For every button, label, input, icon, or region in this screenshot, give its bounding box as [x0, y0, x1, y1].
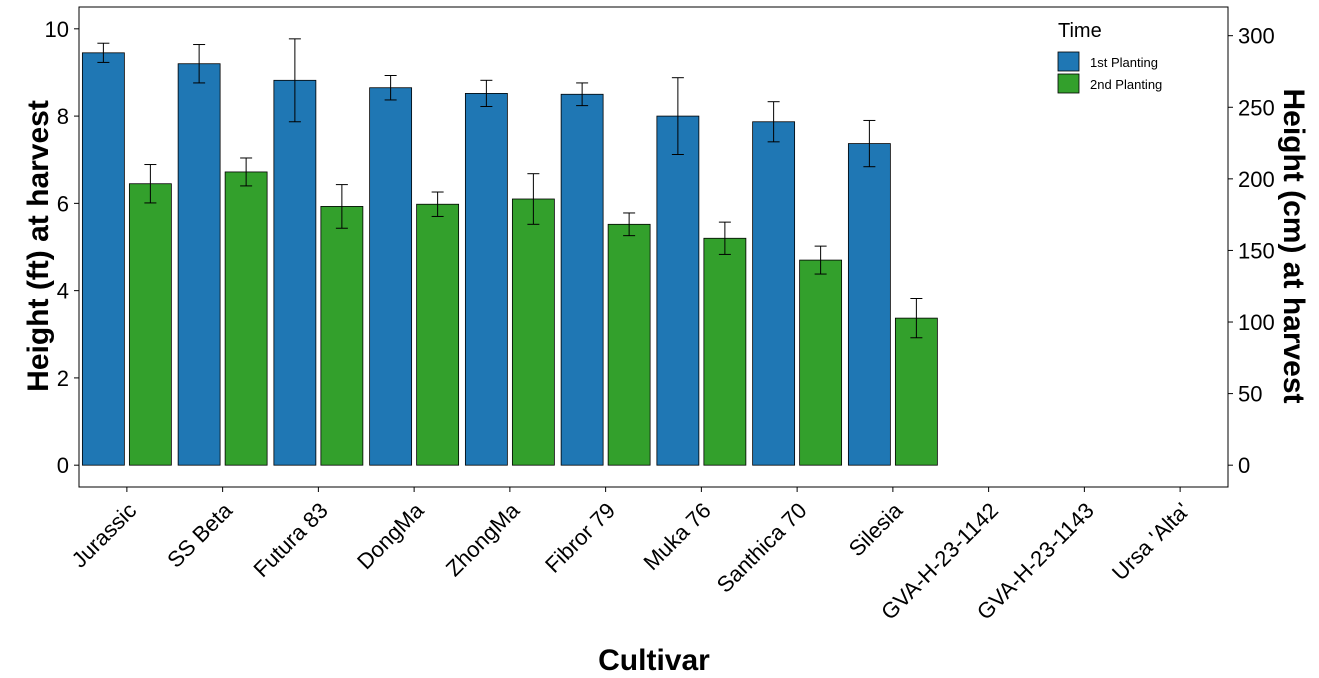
errorbar-jurassic-1st-planting	[97, 42, 110, 63]
bar-santhica-70-2nd-planting	[799, 259, 843, 466]
right-y-tick-label: 150	[1238, 238, 1275, 263]
bar-ss-beta-1st-planting	[177, 63, 221, 466]
right-y-tick-label: 300	[1238, 24, 1275, 49]
bar-fibror-79-2nd-planting	[607, 223, 651, 466]
errorbar-jurassic-2nd-planting	[144, 164, 157, 204]
errorbar-ss-beta-1st-planting	[193, 44, 206, 84]
errorbar-silesia-1st-planting	[863, 119, 876, 168]
x-tick-label-muka-76: Muka 76	[638, 498, 715, 575]
x-tick-label-ss-beta: SS Beta	[162, 497, 237, 572]
x-tick-label-jurassic: Jurassic	[67, 498, 142, 573]
errorbar-dongma-2nd-planting	[431, 191, 444, 217]
bar-muka-76-2nd-planting	[703, 237, 747, 466]
left-y-tick-label: 4	[57, 279, 69, 304]
right-y-tick-label: 200	[1238, 167, 1275, 192]
errorbar-zhongma-1st-planting	[480, 79, 493, 107]
y-axis-title-left: Height (ft) at harvest	[22, 100, 55, 392]
plot-panel	[78, 6, 1229, 488]
bar-silesia-2nd-planting	[894, 317, 938, 466]
errorbar-dongma-1st-planting	[384, 75, 397, 101]
left-y-tick-label: 10	[45, 17, 69, 42]
errorbar-santhica-70-2nd-planting	[814, 245, 827, 275]
errorbar-muka-76-1st-planting	[671, 77, 684, 155]
right-y-axis: 0 50 100 150 200 250 300	[1228, 24, 1275, 478]
right-y-tick-label: 100	[1238, 310, 1275, 335]
x-tick-label-ursa-alta: Ursa 'Alta'	[1107, 498, 1195, 586]
bar-dongma-2nd-planting	[416, 203, 460, 466]
legend-label-2nd-planting: 2nd Planting	[1090, 77, 1162, 92]
bar-zhongma-1st-planting	[464, 93, 508, 466]
x-tick-label-zhongma: ZhongMa	[441, 497, 525, 581]
errorbar-futura-83-1st-planting	[288, 38, 301, 123]
legend-title: Time	[1058, 20, 1102, 42]
x-tick-label-santhica-70: Santhica 70	[712, 498, 812, 598]
legend-swatch-2nd-planting	[1057, 73, 1080, 94]
bar-futura-83-2nd-planting	[320, 206, 364, 466]
legend-swatch-1st-planting	[1057, 51, 1080, 72]
bar-fibror-79-1st-planting	[560, 93, 604, 466]
left-y-tick-label: 8	[57, 104, 69, 129]
bar-muka-76-1st-planting	[656, 115, 700, 466]
bar-zhongma-2nd-planting	[511, 198, 555, 466]
left-y-tick-label: 0	[57, 453, 69, 478]
bar-jurassic-2nd-planting	[128, 183, 172, 466]
right-y-tick-label: 50	[1238, 382, 1262, 407]
bars-layer	[81, 52, 938, 466]
left-y-tick-label: 2	[57, 366, 69, 391]
left-y-tick-label: 6	[57, 191, 69, 216]
x-tick-label-dongma: DongMa	[352, 497, 429, 574]
right-y-tick-label: 250	[1238, 95, 1275, 120]
x-axis-title: Cultivar	[598, 644, 710, 677]
right-y-tick-label: 0	[1238, 453, 1250, 478]
bar-dongma-1st-planting	[369, 87, 413, 466]
left-y-axis: 0 2 4 6 8 10	[45, 17, 79, 478]
bar-ss-beta-2nd-planting	[224, 171, 268, 466]
errorbar-fibror-79-1st-planting	[576, 82, 589, 107]
errorbar-silesia-2nd-planting	[910, 297, 923, 339]
x-tick-label-fibror-79: Fibror 79	[540, 498, 620, 578]
bar-silesia-1st-planting	[847, 143, 891, 466]
x-tick-label-silesia: Silesia	[844, 497, 908, 561]
bar-futura-83-1st-planting	[273, 79, 317, 466]
bar-jurassic-1st-planting	[81, 52, 125, 466]
legend-label-1st-planting: 1st Planting	[1090, 55, 1158, 70]
errorbar-futura-83-2nd-planting	[335, 184, 348, 229]
bar-santhica-70-1st-planting	[752, 121, 796, 466]
errorbar-zhongma-2nd-planting	[527, 173, 540, 225]
errorbar-santhica-70-1st-planting	[767, 101, 780, 143]
errorbar-ss-beta-2nd-planting	[240, 157, 253, 187]
x-tick-label-futura-83: Futura 83	[249, 498, 333, 582]
errorbar-muka-76-2nd-planting	[718, 221, 731, 255]
y-axis-title-right: Height (cm) at harvest	[1277, 88, 1310, 403]
errorbars-layer	[97, 38, 923, 339]
x-axis: Jurassic SS Beta Futura 83 DongMa ZhongMa Fib…	[67, 487, 1195, 625]
errorbar-fibror-79-2nd-planting	[623, 212, 636, 237]
legend: Time 1st Planting 2nd Planting	[1057, 20, 1162, 94]
